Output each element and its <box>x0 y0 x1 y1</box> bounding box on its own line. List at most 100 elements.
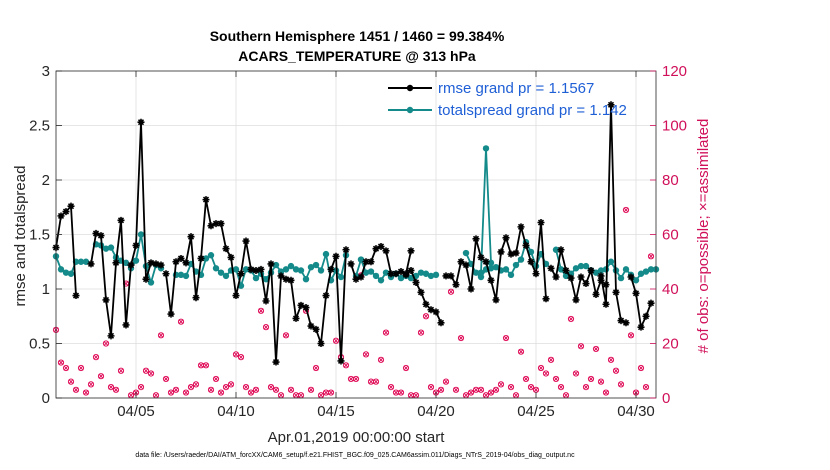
obs-possible-marker <box>582 384 590 391</box>
obs-possible-marker <box>212 375 220 383</box>
obs-possible-marker <box>572 370 580 377</box>
spread-point <box>57 266 65 273</box>
obs-assimilated-marker <box>78 365 84 371</box>
rmse-point <box>142 275 150 283</box>
spread-point <box>232 266 240 273</box>
rmse-point <box>642 312 650 320</box>
obs-assimilated-marker <box>178 319 184 325</box>
rmse-point <box>152 260 160 268</box>
spread-point <box>577 262 585 270</box>
obs-possible-marker <box>372 378 380 385</box>
obs-assimilated-marker <box>438 387 444 393</box>
obs-possible-marker <box>162 375 170 383</box>
rmse-point <box>387 270 395 278</box>
rmse-point <box>257 265 265 273</box>
spread-point <box>277 268 285 275</box>
obs-assimilated-marker <box>623 207 629 213</box>
obs-assimilated-marker <box>93 354 99 360</box>
x-tick-label: 04/30 <box>617 403 655 420</box>
obs-assimilated-marker <box>83 389 89 396</box>
rmse-point <box>187 233 195 241</box>
rmse-point <box>347 260 355 268</box>
data-file-footer: data file: /Users/raeder/DAI/ATM_forcXX/… <box>135 452 575 459</box>
y-right-tick-label: 40 <box>662 281 679 298</box>
obs-possible-marker <box>557 384 565 391</box>
obs-assimilated-marker <box>478 387 484 393</box>
spread-point <box>317 267 325 274</box>
obs-assimilated-marker <box>483 392 489 398</box>
rmse-point <box>372 245 380 253</box>
obs-assimilated-marker <box>513 392 519 398</box>
spread-point <box>367 268 375 275</box>
y-left-tick-label: 2 <box>42 172 50 189</box>
rmse-point <box>242 237 250 245</box>
rmse-point <box>457 258 465 266</box>
obs-assimilated-marker <box>403 365 409 371</box>
rmse-point <box>337 357 345 365</box>
obs-possible-marker <box>537 364 545 372</box>
obs-possible-marker <box>362 351 370 358</box>
obs-possible-marker <box>247 389 255 396</box>
rmse-point <box>582 280 590 288</box>
rmse-point <box>502 234 510 242</box>
spread-point <box>287 262 295 270</box>
obs-assimilated-marker <box>223 384 229 390</box>
rmse-point <box>632 289 640 297</box>
spread-point <box>427 272 435 280</box>
obs-possible-marker <box>437 386 445 393</box>
obs-assimilated-marker <box>388 384 394 390</box>
obs-assimilated-marker <box>258 308 264 314</box>
x-tick-label: 04/25 <box>517 403 555 420</box>
rmse-point <box>627 273 635 281</box>
obs-possible-marker <box>112 386 120 393</box>
obs-assimilated-marker <box>368 379 374 385</box>
rmse-point <box>552 273 560 281</box>
obs-assimilated-marker <box>328 389 334 396</box>
y-left-tick-label: 0.5 <box>29 336 50 353</box>
spread-line <box>500 241 547 276</box>
obs-possible-marker <box>72 386 80 393</box>
obs-possible-marker <box>352 375 360 383</box>
obs-possible-marker <box>427 384 435 391</box>
obs-possible-marker <box>182 389 190 396</box>
legend-spread-marker <box>406 106 414 114</box>
rmse-point <box>277 272 285 280</box>
rmse-point <box>417 288 425 296</box>
rmse-point <box>172 258 180 266</box>
spread-point <box>272 261 280 269</box>
obs-possible-marker <box>77 364 85 372</box>
y-left-tick-label: 3 <box>42 63 50 80</box>
obs-assimilated-marker <box>173 387 179 393</box>
y-right-tick-label: 100 <box>662 118 687 135</box>
x-axis-label: Apr.01,2019 00:00:00 start <box>268 429 446 446</box>
obs-possible-marker <box>612 367 620 374</box>
obs-possible-marker <box>487 389 495 396</box>
rmse-point <box>137 118 145 126</box>
rmse-point <box>207 222 215 230</box>
spread-point <box>502 266 510 273</box>
rmse-point <box>162 270 170 278</box>
rmse-point <box>292 314 300 322</box>
x-tick-label: 04/05 <box>117 403 155 420</box>
obs-assimilated-marker <box>98 373 104 379</box>
rmse-point <box>572 296 580 304</box>
rmse-point <box>297 301 305 309</box>
spread-point <box>417 269 425 276</box>
spread-point <box>487 259 495 267</box>
rmse-point <box>177 254 185 262</box>
obs-possible-marker <box>607 356 615 363</box>
obs-assimilated-marker <box>113 387 119 393</box>
obs-assimilated-marker <box>563 392 569 398</box>
obs-assimilated-marker <box>278 392 284 398</box>
obs-assimilated-marker <box>298 392 304 398</box>
obs-assimilated-marker <box>273 387 279 393</box>
obs-assimilated-marker <box>648 253 654 259</box>
spread-point <box>322 250 330 258</box>
rmse-point <box>127 261 135 269</box>
obs-assimilated-marker <box>208 387 214 393</box>
obs-possible-marker <box>447 288 455 295</box>
obs-assimilated-marker <box>603 389 609 396</box>
rmse-point <box>522 241 530 249</box>
obs-assimilated-marker <box>573 370 579 377</box>
